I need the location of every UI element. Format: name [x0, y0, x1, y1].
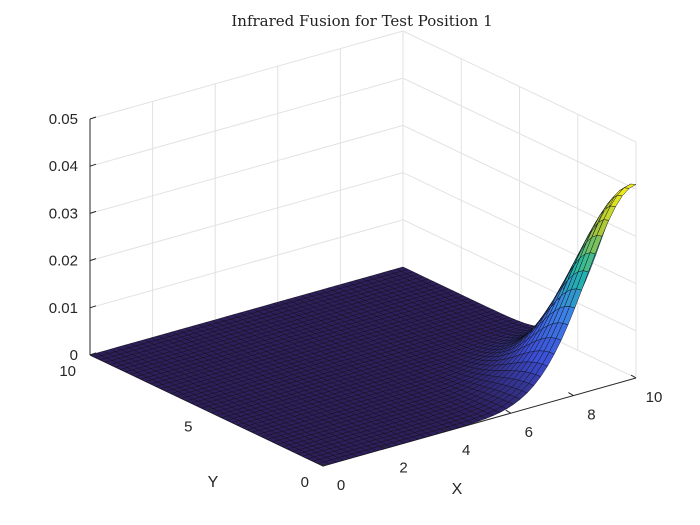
y-tick-mark — [322, 463, 330, 467]
z-tick-label: 0.01 — [49, 300, 78, 317]
z-tick-mark — [89, 163, 97, 167]
x-tick-mark — [380, 444, 386, 449]
y-tick-mark — [89, 352, 97, 356]
x-tick-label: 0 — [337, 477, 345, 494]
x-tick-mark — [317, 462, 324, 467]
x-tick-label: 10 — [646, 389, 663, 406]
z-tick-label: 0.05 — [49, 111, 78, 128]
y-tick-label: 0 — [301, 474, 309, 491]
z-tick-mark — [89, 116, 97, 120]
x-tick-mark — [630, 374, 637, 379]
z-tick-label: 0.04 — [49, 158, 78, 175]
chart-title: Infrared Fusion for Test Position 1 — [231, 12, 492, 30]
y-tick-label: 10 — [59, 363, 76, 380]
z-tick-mark — [89, 305, 97, 309]
x-tick-label: 2 — [399, 459, 407, 476]
x-tick-label: 4 — [462, 442, 470, 459]
z-tick-mark — [89, 258, 97, 262]
z-tick-mark — [89, 210, 97, 214]
z-tick-label: 0.02 — [49, 253, 78, 270]
x-tick-mark — [442, 427, 449, 432]
x-tick-mark — [505, 409, 512, 414]
x-axis-label: X — [452, 481, 463, 498]
surface-mesh — [89, 183, 637, 467]
y-tick-mark — [206, 408, 213, 411]
y-axis-label: Y — [208, 474, 219, 491]
surface-patch — [623, 183, 637, 189]
y-tick-label: 5 — [184, 419, 192, 436]
z-tick-label: 0 — [70, 347, 78, 364]
x-tick-mark — [568, 392, 574, 397]
back-wall-left — [90, 37, 398, 355]
z-tick-label: 0.03 — [49, 205, 78, 222]
x-tick-label: 6 — [525, 424, 533, 441]
x-tick-label: 8 — [587, 407, 595, 424]
